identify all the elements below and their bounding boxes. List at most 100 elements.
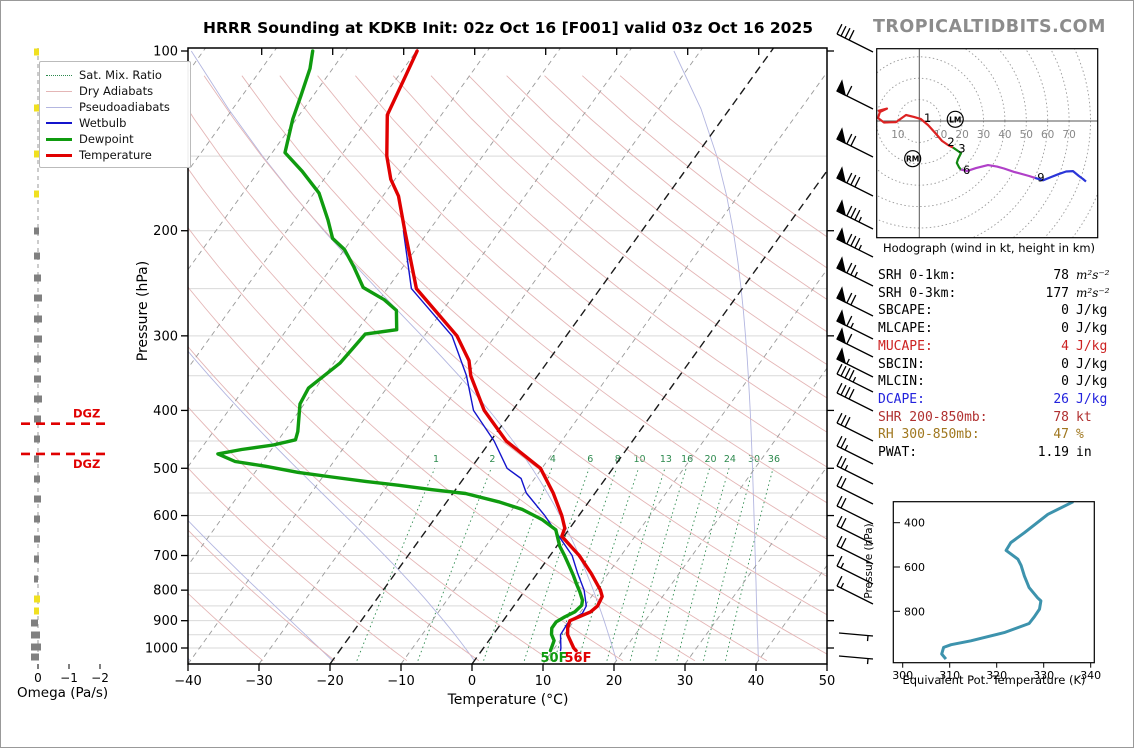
stat-label: SBCIN: — [878, 356, 925, 372]
storm-motion-marker — [946, 110, 964, 128]
omega-mark — [31, 643, 41, 651]
stat-unit: in — [1076, 445, 1092, 461]
storm-motion-label: LM — [949, 115, 961, 124]
omega-mark — [34, 515, 40, 523]
watermark-logo: TROPICALTIDBITS.COM — [873, 17, 1106, 37]
stat-row: MLCAPE: 0 J/kg — [878, 320, 1128, 338]
temperature-tick-label: 0 — [468, 674, 476, 689]
omega-mark — [34, 535, 40, 543]
pressure-tick-label: 100 — [153, 45, 178, 60]
stat-unit: kt — [1076, 409, 1092, 425]
stat-value: 26 — [1053, 391, 1069, 407]
pseudoadiabats — [188, 50, 759, 662]
omega-mark — [34, 595, 40, 603]
stat-value: 0 — [1061, 374, 1069, 390]
legend-sample-temperature — [46, 153, 72, 157]
hodograph-ring-label: 60 — [1041, 129, 1054, 141]
thetae-x-tick-label: 310 — [939, 669, 960, 682]
hodograph-ring-label: 50 — [1020, 129, 1033, 141]
omega-mark — [34, 104, 40, 112]
hodograph-ring-label: 10 — [934, 129, 947, 141]
stat-value: 0 — [1061, 356, 1069, 372]
page-title: HRRR Sounding at KDKB Init: 02z Oct 16 [… — [202, 19, 814, 37]
hodograph-panel: 10 10 20 30 40 50 60 70 1 2 3 6 9 RM LM — [876, 48, 1099, 239]
stat-label: MLCIN: — [878, 374, 925, 390]
hodograph-ring-label: 10 — [891, 129, 904, 141]
surface-temp-label: 56F — [565, 651, 592, 666]
thetae-x-tick-label: 330 — [1033, 669, 1054, 682]
pressure-tick-label: 600 — [153, 509, 178, 524]
mixing-ratio-label: 8 — [615, 454, 621, 465]
legend-label: Temperature — [79, 148, 152, 162]
stat-label: SBCAPE: — [878, 303, 933, 319]
thetae-p-tick-label: 600 — [904, 561, 925, 574]
hodograph-frame — [876, 48, 1099, 239]
stat-row: SBCAPE: 0 J/kg — [878, 302, 1128, 320]
skewt-dewpoint-curve — [216, 49, 585, 653]
omega-mark — [34, 274, 41, 282]
omega-tick-label: −2 — [91, 671, 109, 685]
mixing-ratio-label: 10 — [634, 454, 646, 465]
stat-label: SRH 0-3km: — [878, 285, 957, 301]
thetae-p-tick-label: 400 — [904, 517, 925, 530]
skewt-temperature-curve — [385, 49, 604, 653]
legend-sample-mix — [46, 74, 72, 76]
thetae-panel: 300 310 320 330 340 400 600 800 — [892, 501, 1101, 682]
stat-unit: m²s⁻² — [1076, 268, 1110, 282]
omega-mark — [34, 150, 40, 158]
stat-value: 0 — [1061, 303, 1069, 319]
omega-mark — [31, 631, 40, 639]
stat-row: SRH 0-1km: 78 m²s⁻² — [878, 267, 1128, 285]
legend-box: Sat. Mix. Ratio Dry Adiabats Pseudoadiabat… — [39, 61, 191, 168]
mixing-ratio-label: 20 — [704, 454, 716, 465]
stat-unit: J/kg — [1076, 303, 1108, 319]
legend-sample-wetbulb — [46, 122, 72, 124]
temperature-tick-label: 40 — [748, 674, 765, 689]
omega-mark — [31, 653, 39, 661]
mixing-ratio-label: 6 — [587, 454, 593, 465]
hodograph-ring-label: 20 — [955, 129, 968, 141]
skewt-frame — [187, 47, 828, 665]
omega-mark — [34, 355, 41, 363]
stat-row: MUCAPE: 4 J/kg — [878, 338, 1128, 356]
legend-sample-dry — [46, 90, 72, 92]
stat-unit: J/kg — [1076, 321, 1108, 337]
omega-panel: 0 −1 −2 — [31, 48, 109, 685]
hodograph-height-label: 6 — [963, 163, 970, 177]
dgz-label: DGZ — [73, 407, 100, 421]
stat-value: 78 — [1053, 268, 1069, 283]
stat-unit: J/kg — [1076, 356, 1108, 372]
temperature-tick-label: −20 — [316, 674, 343, 689]
legend-item-temperature: Temperature — [46, 147, 184, 163]
hodograph-height-label: 1 — [924, 111, 931, 125]
thetae-x-tick-label: 340 — [1080, 669, 1101, 682]
omega-mark — [34, 575, 38, 583]
mixing-ratio-label: 24 — [724, 454, 736, 465]
thetae-x-tick-label: 320 — [986, 669, 1007, 682]
hodograph-trace — [952, 146, 963, 171]
omega-mark — [34, 415, 41, 423]
legend-item-dewpoint: Dewpoint — [46, 131, 184, 147]
omega-mark — [34, 495, 41, 503]
thetae-axis-label: Equivalent Pot. Temperature (K) — [902, 673, 1086, 687]
omega-mark — [34, 252, 40, 260]
mixing-ratio-lines: 1 2 4 6 8 10 13 16 20 24 30 36 — [356, 454, 780, 661]
stat-unit: J/kg — [1076, 338, 1108, 354]
hodograph-trace — [960, 164, 1036, 179]
legend-sample-pseudo — [46, 106, 72, 108]
thetae-p-tick-label: 800 — [904, 605, 925, 618]
hodograph-ring-label: 40 — [998, 129, 1011, 141]
stat-label: MUCAPE: — [878, 338, 933, 354]
thetae-frame — [892, 501, 1095, 664]
stat-row: MLCIN: 0 J/kg — [878, 373, 1128, 391]
stat-value: 1.19 — [1037, 445, 1069, 461]
stat-row: DCAPE: 26 J/kg — [878, 391, 1128, 409]
stat-unit: m²s⁻² — [1076, 285, 1110, 300]
stat-row: SBCIN: 0 J/kg — [878, 356, 1128, 374]
stat-label: DCAPE: — [878, 391, 925, 407]
pressure-tick-label: 1000 — [145, 642, 178, 657]
skewt-ticks — [181, 48, 834, 671]
pressure-tick-label: 400 — [153, 404, 178, 419]
